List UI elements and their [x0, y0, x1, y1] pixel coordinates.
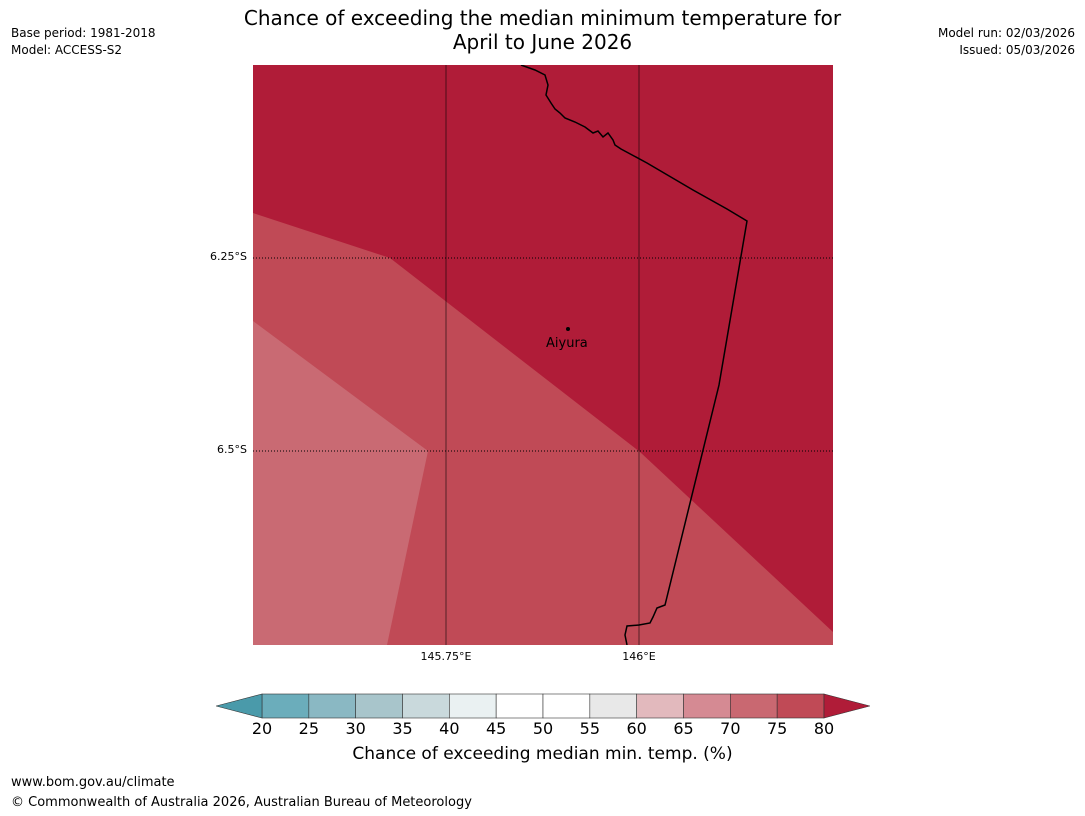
- colorbar-segment: [495, 693, 544, 719]
- issued-text: Issued: 05/03/2026: [959, 43, 1075, 57]
- colorbar-tick-label: 40: [439, 719, 460, 738]
- colorbar-tick-label: 20: [251, 719, 273, 738]
- colorbar-segment: [449, 693, 497, 719]
- colorbar-tick-label: 35: [392, 719, 413, 738]
- map-band-70-75: [253, 321, 428, 645]
- colorbar-segment: [776, 693, 825, 719]
- colorbar-segment: [402, 693, 450, 719]
- colorbar-segments: [261, 693, 825, 719]
- model-text: Model: ACCESS-S2: [11, 43, 123, 57]
- colorbar-tick-label: 60: [626, 719, 647, 738]
- colorbar-tick-label: 30: [345, 719, 366, 738]
- colorbar-tick-label: 75: [766, 719, 788, 738]
- chart-title: Chance of exceeding the median minimum t…: [0, 6, 1085, 54]
- colorbar-segment: [542, 693, 591, 719]
- lat-label-6-5: 6.5°S: [217, 443, 247, 456]
- title-line-2: April to June 2026: [452, 30, 633, 54]
- provincial-border: [520, 65, 748, 645]
- colorbar-segment: [308, 693, 356, 719]
- colorbar-label: Chance of exceeding median min. temp. (%…: [352, 744, 733, 764]
- colorbar-tick-label: 80: [813, 719, 835, 738]
- colorbar-tick-label: 55: [579, 719, 600, 738]
- colorbar-segment: [683, 693, 731, 719]
- colorbar: [216, 693, 870, 719]
- footer-url: www.bom.gov.au/climate: [11, 775, 175, 790]
- footer-copyright: © Commonwealth of Australia 2026, Austra…: [11, 795, 472, 810]
- lat-label-6-25: 6.25°S: [210, 250, 247, 263]
- colorbar-tick-label: 45: [485, 719, 507, 738]
- meta-right: Model run: 02/03/2026 Issued: 05/03/2026: [938, 25, 1075, 59]
- town-marker-icon: [566, 327, 570, 331]
- colorbar-tick-label: 25: [298, 719, 319, 738]
- colorbar-tick-label: 50: [532, 719, 554, 738]
- colorbar-under-arrow: [216, 693, 263, 719]
- colorbar-segment: [730, 693, 778, 719]
- meta-left: Base period: 1981-2018 Model: ACCESS-S2: [11, 25, 156, 59]
- colorbar-tick-label: 65: [673, 719, 694, 738]
- colorbar-tick-label: 70: [720, 719, 741, 738]
- model-run-text: Model run: 02/03/2026: [937, 26, 1075, 40]
- colorbar-over-arrow: [823, 693, 870, 719]
- map-frame: [253, 65, 833, 645]
- colorbar-segment: [636, 693, 684, 719]
- lon-label-145-75: 145.75°E: [420, 650, 472, 663]
- town-label: Aiyura: [546, 336, 588, 351]
- colorbar-segment: [589, 693, 637, 719]
- title-line-1: Chance of exceeding the median minimum t…: [243, 6, 842, 30]
- colorbar-segment: [261, 693, 310, 719]
- lon-label-146: 146°E: [622, 650, 656, 663]
- base-period-text: Base period: 1981-2018: [11, 26, 156, 40]
- colorbar-segment: [355, 693, 403, 719]
